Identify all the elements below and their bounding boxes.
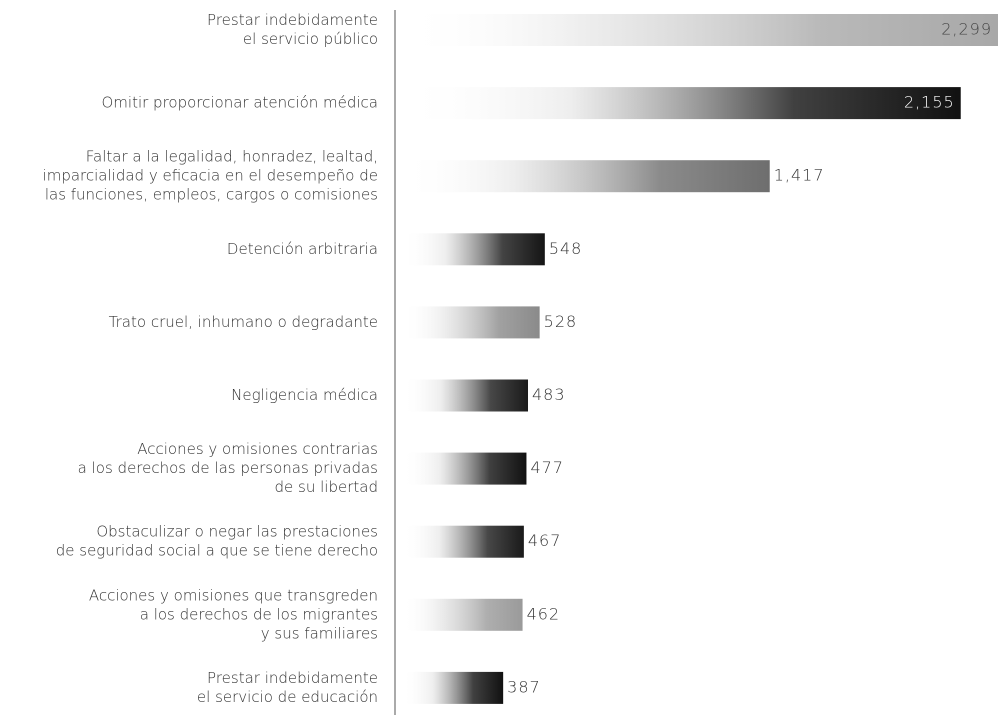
bar: [403, 671, 504, 704]
bar: [403, 233, 545, 266]
category-label: Prestar indebidamente: [207, 669, 378, 687]
category-label: Faltar a la legalidad, honradez, lealtad…: [86, 148, 378, 166]
bar: [403, 598, 523, 631]
value-label: 462: [527, 604, 561, 623]
bar: [403, 14, 998, 46]
bar: [403, 525, 524, 558]
category-label: Acciones y omisiones que transgreden: [89, 586, 378, 604]
category-label: a los derechos de los migrantes: [140, 605, 378, 623]
value-label: 1,417: [774, 166, 825, 185]
category-label: y sus familiares: [261, 624, 378, 642]
category-label: Acciones y omisiones contrarias: [137, 440, 378, 458]
bar: [403, 379, 529, 412]
category-label: Obstaculizar o negar las prestaciones: [96, 523, 378, 541]
value-label: 528: [544, 312, 578, 331]
category-label: a los derechos de las personas privadas: [78, 459, 378, 477]
bar: [403, 306, 540, 339]
value-label: 483: [532, 385, 566, 404]
value-label: 387: [507, 677, 541, 696]
category-label: las funciones, empleos, cargos o comisio…: [45, 186, 378, 204]
bar: [403, 160, 770, 193]
value-label: 2,299: [941, 20, 992, 39]
category-label: Omitir proporcionar atención médica: [101, 94, 378, 112]
category-label: Trato cruel, inhumano o degradante: [109, 313, 378, 331]
value-label: 477: [530, 458, 564, 477]
category-label: el servicio público: [243, 30, 378, 48]
category-label: Negligencia médica: [231, 386, 378, 404]
value-label: 467: [528, 531, 562, 550]
value-label: 548: [549, 239, 583, 258]
category-label: imparcialidad y eficacia en el desempeño…: [43, 167, 378, 185]
category-label: de su libertad: [275, 478, 378, 496]
category-label: el servicio de educación: [197, 688, 378, 706]
value-label: 2,155: [904, 93, 955, 112]
category-label: de seguridad social a que se tiene derec…: [56, 542, 378, 560]
bar: [403, 87, 961, 120]
category-label: Prestar indebidamente: [207, 11, 378, 29]
category-label: Detención arbitraria: [227, 240, 378, 258]
bar: [403, 452, 527, 485]
